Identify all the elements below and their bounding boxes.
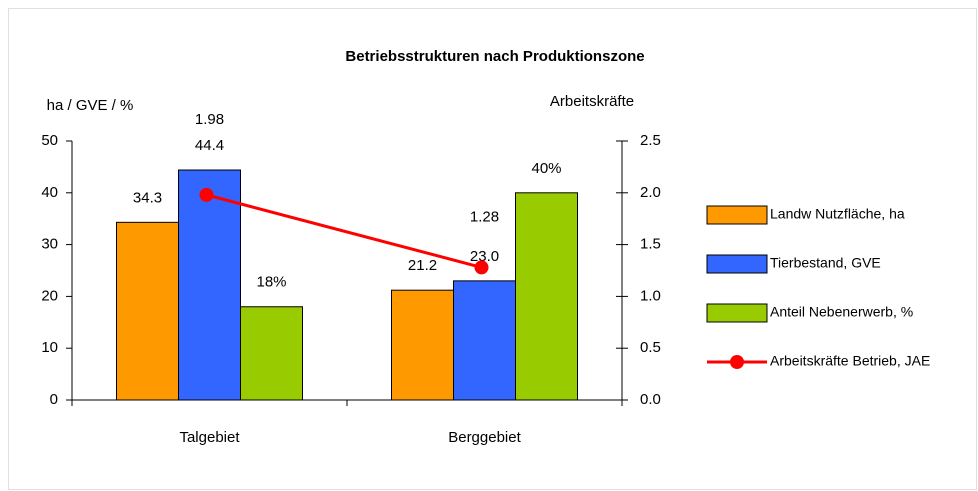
legend-label: Anteil Nebenerwerb, % (770, 304, 913, 320)
y-axis-title: ha / GVE / % (47, 97, 134, 114)
y2-tick-label: 0.0 (640, 391, 661, 408)
value-label: 34.3 (133, 189, 162, 206)
value-label: 18% (256, 274, 286, 291)
legend-label: Tierbestand, GVE (770, 255, 881, 271)
chart-title: Betriebsstrukturen nach Produktionszone (345, 48, 644, 65)
value-label: 21.2 (408, 257, 437, 274)
y2-tick-label: 2.5 (640, 132, 661, 149)
y-tick-label: 50 (41, 132, 58, 149)
legend-label: Arbeitskräfte Betrieb, JAE (770, 353, 930, 369)
bar (515, 192, 578, 401)
chart-frame (8, 8, 977, 490)
line-marker (199, 187, 214, 202)
y-tick-label: 20 (41, 287, 58, 304)
y-tick-label: 30 (41, 236, 58, 253)
y2-tick-label: 0.5 (640, 339, 661, 356)
y2-tick-label: 1.0 (640, 287, 661, 304)
y2-tick-label: 2.0 (640, 184, 661, 201)
value-label: 23.0 (470, 248, 499, 265)
value-label: 40% (531, 160, 561, 177)
y-tick-label: 40 (41, 184, 58, 201)
bar (240, 306, 303, 401)
legend-swatch (706, 254, 768, 274)
y2-axis-title: Arbeitskräfte (550, 93, 634, 110)
legend-swatch (706, 303, 768, 323)
bar (453, 280, 516, 401)
line-marker (474, 260, 489, 275)
legend-label: Landw Nutzfläche, ha (770, 206, 905, 222)
value-label: 44.4 (195, 137, 224, 154)
bar (116, 221, 179, 401)
legend-marker (730, 355, 744, 369)
y-tick-label: 10 (41, 339, 58, 356)
y-tick-label: 0 (50, 391, 58, 408)
value-label: 1.98 (195, 111, 224, 128)
y2-tick-label: 1.5 (640, 236, 661, 253)
line (206, 193, 482, 269)
bar (178, 169, 241, 401)
x-tick-label: Talgebiet (179, 429, 240, 446)
x-tick-label: Berggebiet (448, 429, 521, 446)
value-label: 1.28 (470, 208, 499, 225)
bar (391, 289, 454, 401)
legend-swatch (706, 205, 768, 225)
